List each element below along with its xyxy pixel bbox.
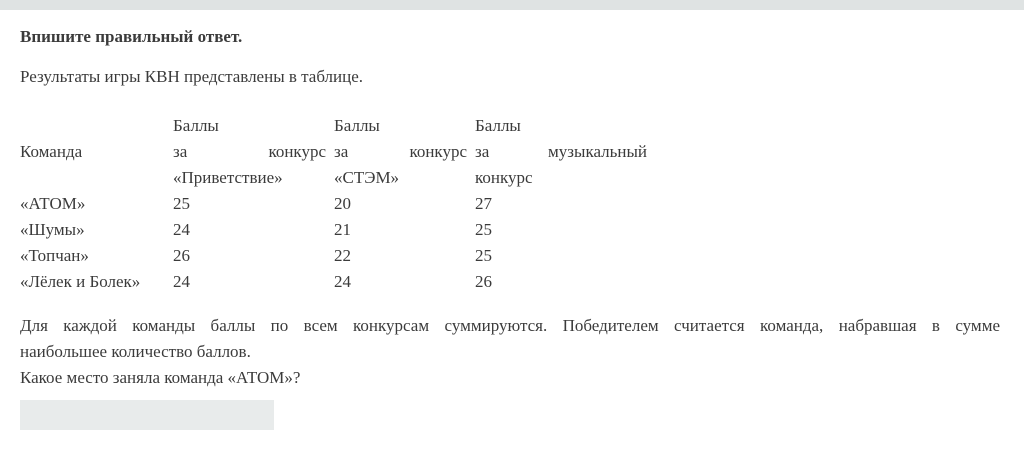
table-row-score: 25 [475,246,492,265]
header-line: Баллы [334,116,380,135]
header-line: «СТЭМ» [334,168,400,187]
table-row-score: 20 [334,194,351,213]
task-description-line: наибольшее количество баллов. [20,342,251,361]
answer-input[interactable] [20,400,274,430]
table-row-team: «АТОМ» [20,194,86,213]
header-line: Баллы [173,116,219,135]
table-row-score: 25 [475,220,492,239]
header-line: за конкурс [173,142,326,161]
intro-text: Результаты игры КВН представлены в табли… [20,67,364,86]
table-row-score: 27 [475,194,492,213]
table-header-contest-1: Баллы за конкурс «Приветствие» [173,113,334,191]
table-row-score: 21 [334,220,351,239]
top-bar [0,0,1024,10]
task-description-line: Для каждой команды баллы по всем конкурс… [20,316,1000,335]
task-description: Для каждой команды баллы по всем конкурс… [20,313,1000,391]
table-row-score: 24 [173,272,190,291]
prompt-title: Впишите правильный ответ. [20,27,243,46]
question-page: Впишите правильный ответ. Результаты игр… [0,24,1024,430]
table-row-score: 24 [173,220,190,239]
header-line: за музыкальный [475,142,647,161]
question-text: Какое место заняла команда «АТОМ»? [20,368,301,387]
table-row-score: 24 [334,272,351,291]
results-table: Команда Баллы за конкурс «Приветствие» Б… [20,113,1000,295]
table-row-team: «Лёлек и Болек» [20,272,141,291]
table-header-team: Команда [20,142,83,161]
table-row-team: «Топчан» [20,246,89,265]
table-row-score: 25 [173,194,190,213]
header-line: «Приветствие» [173,168,283,187]
table-row-score: 26 [173,246,190,265]
header-line: за конкурс [334,142,467,161]
table-header-contest-2: Баллы за конкурс «СТЭМ» [334,113,475,191]
header-line: конкурс [475,168,533,187]
table-row-score: 22 [334,246,351,265]
table-row-team: «Шумы» [20,220,85,239]
table-header-contest-3: Баллы за музыкальный конкурс [475,113,647,191]
table-row-score: 26 [475,272,492,291]
header-line: Баллы [475,116,521,135]
